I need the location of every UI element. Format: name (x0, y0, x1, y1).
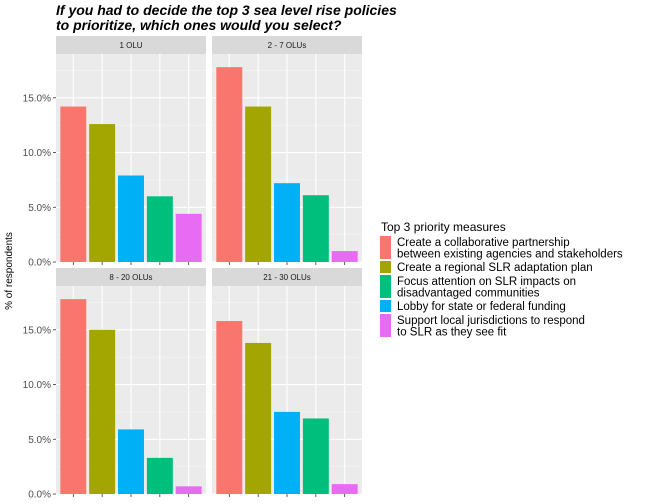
facet-panel: 2 - 7 OLUs (212, 36, 362, 265)
legend-item: Create a regional SLR adaptation plan (380, 261, 593, 274)
bar (245, 106, 272, 263)
y-tick-label: 10.0% (23, 380, 51, 391)
legend-swatch (380, 300, 391, 312)
y-tick-label: 0.0% (28, 258, 51, 269)
bar (274, 411, 300, 494)
facet-strip (212, 268, 362, 286)
bar (216, 321, 243, 494)
bar (274, 183, 300, 262)
legend: Top 3 priority measures Create a collabo… (380, 220, 623, 339)
bar (331, 251, 358, 262)
facet-panel: 8 - 20 OLUs 0.0% 5.0% 10.0% 15.0% (23, 268, 206, 501)
y-tick-label: 15.0% (23, 93, 51, 104)
bar (245, 342, 272, 494)
facet-strip (56, 268, 206, 286)
bar (331, 484, 358, 494)
y-tick-label: 10.0% (23, 148, 51, 159)
legend-swatch (380, 236, 391, 259)
legend-label: Create a collaborative partnership (397, 237, 570, 249)
facet-panel: 1 OLU 0.0% 5.0% 10.0% 15.0% (23, 36, 206, 269)
chart-title: If you had to decide the top 3 sea level… (56, 2, 397, 33)
bar (60, 299, 87, 494)
legend-label: disadvantaged communities (397, 288, 540, 300)
legend-item: Create a collaborative partnershipbetwee… (380, 236, 623, 261)
chart-title-line-1: If you had to decide the top 3 sea level… (56, 2, 397, 18)
y-axis-title: % of respondents (4, 232, 15, 310)
y-tick-label: 15.0% (23, 325, 51, 336)
bar (216, 67, 243, 262)
facet-panels: 1 OLU 0.0% 5.0% 10.0% 15.0% 2 - 7 OLUs 8 - 20 … (23, 36, 362, 501)
y-tick-label: 0.0% (28, 490, 51, 501)
bar (146, 457, 173, 494)
y-tick-label: 5.0% (28, 435, 51, 446)
chart-title-line-2: to prioritize, which ones would you sele… (56, 17, 342, 33)
legend-item: Lobby for state or federal funding (380, 300, 566, 313)
legend-label: Focus attention on SLR impacts on (397, 276, 576, 288)
facet-strip-label: 1 OLU (119, 41, 142, 50)
legend-title: Top 3 priority measures (381, 220, 506, 234)
legend-label: Create a regional SLR adaptation plan (397, 262, 593, 274)
legend-swatch (380, 261, 391, 273)
facet-strip-label: 2 - 7 OLUs (268, 41, 307, 50)
bar (118, 175, 144, 262)
facet-strip-label: 21 - 30 OLUs (263, 273, 311, 282)
facet-panel: 21 - 30 OLUs (212, 268, 362, 497)
legend-label: between existing agencies and stakeholde… (397, 249, 623, 261)
y-axis-title-group: % of respondents (4, 232, 15, 310)
legend-item: Support local jurisdictions to respondto… (380, 314, 585, 339)
bar (60, 106, 87, 263)
bar (89, 124, 116, 262)
bar (146, 196, 173, 262)
bar (89, 329, 116, 494)
legend-label: Support local jurisdictions to respond (397, 315, 585, 327)
legend-swatch (380, 275, 391, 298)
bar (302, 418, 329, 494)
bar (118, 429, 144, 494)
bar (175, 486, 202, 494)
legend-swatch (380, 314, 391, 337)
facet-strip-label: 8 - 20 OLUs (109, 273, 152, 282)
bar (302, 195, 329, 262)
y-tick-label: 5.0% (28, 203, 51, 214)
legend-label: Lobby for state or federal funding (397, 301, 566, 313)
legend-label: to SLR as they see fit (397, 327, 507, 339)
facet-strip (56, 36, 206, 54)
bar (175, 213, 202, 262)
facet-strip (212, 36, 362, 54)
legend-item: Focus attention on SLR impacts ondisadva… (380, 275, 576, 300)
